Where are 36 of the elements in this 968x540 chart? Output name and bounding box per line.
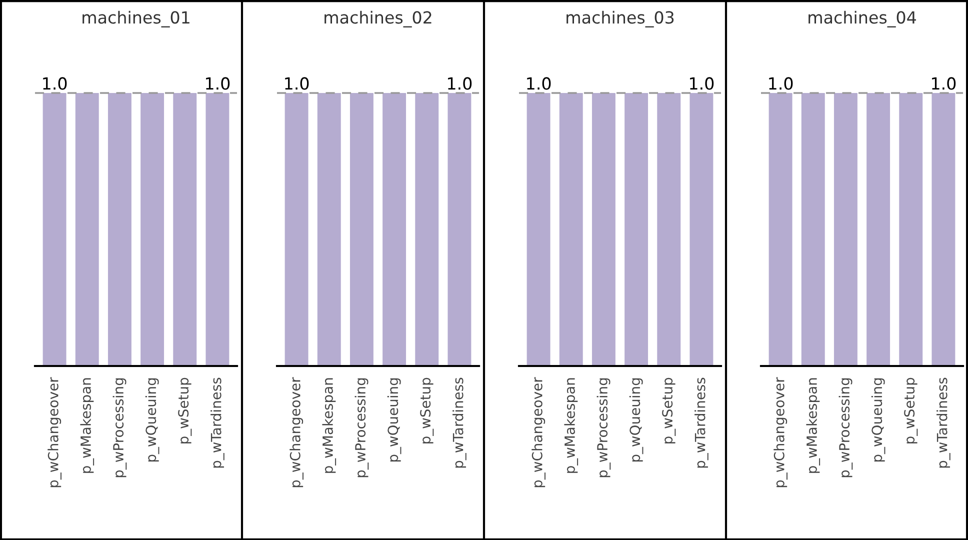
ref-line-label: 1.0 xyxy=(769,77,793,90)
x-tick-label: p_wTardiness xyxy=(936,378,950,468)
x-tick-label: p_wTardiness xyxy=(452,378,466,468)
x-tick-label: p_wChangeover xyxy=(48,377,62,488)
text: 1.0 xyxy=(206,77,230,90)
x-tick-label: p_wSetup xyxy=(420,378,434,444)
x-tick-label: p_wMakespan xyxy=(80,378,94,473)
x-tick-label: p_wSetup xyxy=(178,378,192,444)
x-tick-label: p_wChangeover xyxy=(532,377,546,488)
x-tick-label: p_wQueuing xyxy=(387,378,402,462)
x-tick-label: p_wProcessing xyxy=(838,378,853,478)
x-tick-label: p_wQueuing xyxy=(145,378,160,462)
x-tick-label: p_wProcessing xyxy=(596,378,611,478)
chart-title: machines_04 xyxy=(808,10,916,28)
text: 1.0 xyxy=(690,77,714,90)
x-tick-label: p_wChangeover xyxy=(774,377,788,488)
ref-line-label: 1.0 xyxy=(43,77,67,90)
x-tick-label: p_wProcessing xyxy=(112,378,127,478)
x-tick-label: p_wTardiness xyxy=(694,378,708,468)
chart-title: machines_01 xyxy=(82,10,190,28)
x-tick-label: p_wMakespan xyxy=(806,378,820,473)
text: 1.0 xyxy=(448,77,472,90)
x-tick-label: p_wMakespan xyxy=(564,378,578,473)
x-tick-label: p_wSetup xyxy=(662,378,676,444)
chart-title: machines_02 xyxy=(324,10,432,28)
x-tick-label: p_wMakespan xyxy=(322,378,336,473)
x-tick-label: p_wTardiness xyxy=(210,378,224,468)
chart-title: machines_03 xyxy=(566,10,674,28)
x-tick-label: p_wProcessing xyxy=(354,378,369,478)
x-tick-label: p_wQueuing xyxy=(871,378,886,462)
ref-line-label: 1.0 xyxy=(285,77,309,90)
text: 1.0 xyxy=(932,77,956,90)
x-tick-label: p_wSetup xyxy=(904,378,918,444)
ref-line-label: 1.0 xyxy=(527,77,551,90)
x-tick-label: p_wQueuing xyxy=(629,378,644,462)
x-tick-label: p_wChangeover xyxy=(290,377,304,488)
